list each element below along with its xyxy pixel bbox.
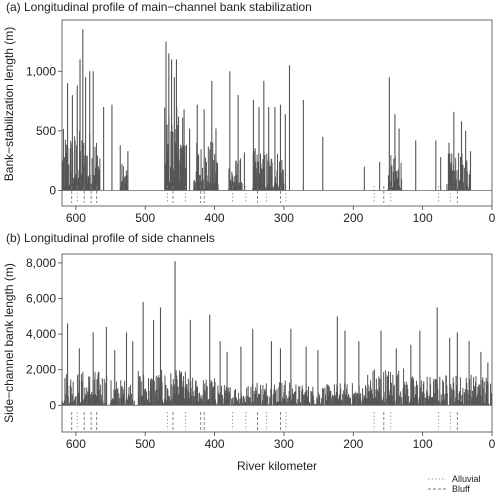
panel-b-x-axis: 600 500 400 300 200 100 0 (66, 432, 496, 451)
panel-a-plot-frame (61, 19, 493, 207)
panel-a-title: (a) Longitudinal profile of main−channel… (6, 0, 312, 14)
legend-bluff-label: Bluff (452, 484, 470, 494)
x-tick-label: 200 (343, 437, 363, 451)
y-tick-label: 1,000 (26, 64, 56, 78)
legend: Alluvial Bluff (428, 474, 481, 494)
x-tick-label: 600 (66, 437, 86, 451)
panel-b-y-axis-title: Side−channel bank length (m) (2, 263, 16, 423)
panel-a-reach-markers (71, 186, 458, 203)
panel-a-y-axis: 0 500 1,000 (26, 64, 62, 198)
y-tick-label: 2,000 (26, 363, 56, 377)
panel-a: (a) Longitudinal profile of main−channel… (2, 0, 496, 225)
x-tick-label: 300 (274, 437, 294, 451)
x-tick-label: 100 (413, 211, 433, 225)
y-tick-label: 0 (49, 398, 56, 412)
panel-a-bars (61, 29, 472, 191)
y-tick-label: 6,000 (26, 292, 56, 306)
x-axis-title: River kilometer (237, 459, 317, 473)
x-tick-label: 500 (135, 437, 155, 451)
x-tick-label: 400 (205, 211, 225, 225)
panel-b-plot-frame (61, 253, 493, 433)
x-tick-label: 600 (66, 211, 86, 225)
panel-b-bars (61, 261, 493, 406)
x-tick-label: 200 (343, 211, 363, 225)
panel-b: (b) Longitudinal profile of side channel… (2, 231, 496, 451)
legend-alluvial-label: Alluvial (452, 474, 481, 484)
x-tick-label: 500 (135, 211, 155, 225)
panel-b-title: (b) Longitudinal profile of side channel… (6, 231, 215, 245)
y-tick-label: 8,000 (26, 256, 56, 270)
panel-a-x-axis: 600 500 400 300 200 100 0 (66, 206, 496, 225)
x-tick-label: 100 (413, 437, 433, 451)
x-tick-label: 0 (489, 437, 496, 451)
panel-a-y-axis-title: Bank−stabilization length (m) (2, 27, 16, 181)
panel-b-y-axis: 0 2,000 4,000 6,000 8,000 (26, 256, 62, 412)
y-tick-label: 4,000 (26, 327, 56, 341)
panel-b-reach-markers (71, 412, 458, 430)
y-tick-label: 500 (36, 124, 56, 138)
x-tick-label: 400 (205, 437, 225, 451)
x-tick-label: 300 (274, 211, 294, 225)
y-tick-label: 0 (49, 184, 56, 198)
x-tick-label: 0 (489, 211, 496, 225)
